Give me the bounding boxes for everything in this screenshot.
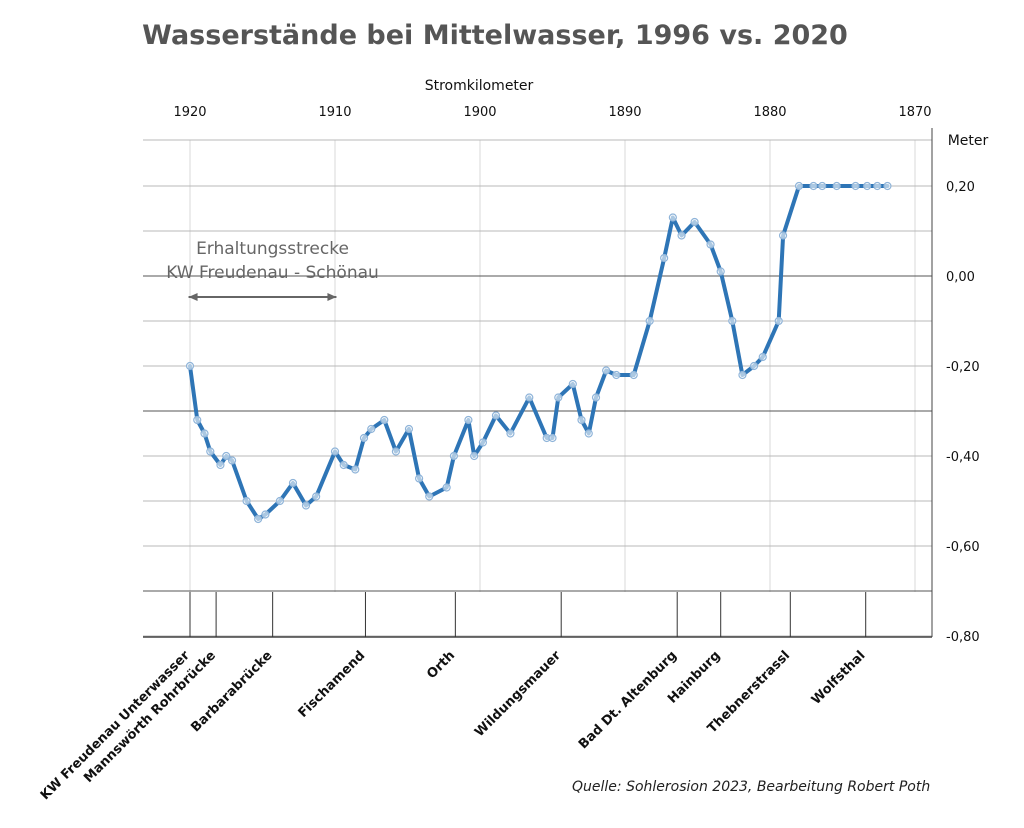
- data-point: [339, 460, 348, 470]
- data-point: [193, 415, 202, 425]
- data-point: [706, 240, 715, 249]
- data-point: [391, 447, 400, 456]
- data-point: [716, 267, 725, 276]
- y-tick-label: 0,00: [946, 270, 975, 285]
- data-point: [525, 393, 534, 402]
- data-point: [738, 370, 747, 380]
- y-tick-label: 0,20: [946, 180, 975, 195]
- data-point: [728, 316, 737, 326]
- data-point: [330, 447, 340, 456]
- y-tick-label: -0,20: [946, 360, 980, 375]
- chart-title: Wasserstände bei Mittelwasser, 1996 vs. …: [142, 20, 848, 51]
- data-point: [506, 429, 515, 438]
- data-point: [470, 451, 479, 461]
- data-point: [749, 361, 759, 371]
- data-point: [404, 424, 414, 434]
- y-tick-label: -0,60: [946, 540, 980, 555]
- data-point: [478, 438, 487, 447]
- location-label: Fischamend: [296, 648, 369, 721]
- data-point: [491, 411, 501, 420]
- annotation-arrowhead-left: [188, 293, 198, 301]
- data-point: [200, 429, 209, 438]
- data-point: [577, 415, 586, 425]
- x-tick-label: 1920: [173, 105, 206, 120]
- data-point: [809, 181, 818, 191]
- data-point: [851, 181, 860, 191]
- x-tick-label: 1870: [898, 105, 931, 120]
- data-point: [222, 451, 231, 461]
- data-point: [425, 492, 434, 501]
- source-note: Quelle: Sohlerosion 2023, Bearbeitung Ro…: [572, 779, 931, 795]
- x-axis-label: Stromkilometer: [425, 78, 534, 94]
- data-point: [660, 253, 669, 263]
- data-point: [591, 393, 601, 402]
- data-point: [863, 181, 872, 191]
- data-point: [774, 316, 783, 326]
- data-point: [288, 478, 298, 488]
- grid: [143, 128, 933, 638]
- x-tick-label: 1890: [608, 105, 641, 120]
- data-point: [758, 352, 767, 362]
- data-point: [415, 474, 424, 483]
- data-point: [351, 465, 360, 474]
- data-point: [677, 231, 686, 240]
- data-point: [275, 496, 284, 506]
- location-label: KW Freudenau Unterwasser: [38, 648, 193, 803]
- data-point: [380, 415, 389, 425]
- location-label: Bad Dt. Altenburg: [576, 648, 680, 752]
- data-point: [883, 181, 892, 191]
- data-point: [206, 447, 215, 456]
- y-tick-label: -0,40: [946, 450, 980, 465]
- data-point: [778, 231, 788, 240]
- data-point: [584, 429, 593, 438]
- data-point: [645, 316, 654, 326]
- x-tick-labels: 1920 1910 1900 1890 1880 1870: [173, 105, 931, 120]
- data-point: [690, 217, 699, 227]
- data-point: [216, 460, 225, 470]
- data-point: [602, 366, 611, 375]
- x-tick-label: 1900: [463, 105, 496, 120]
- annotation: Erhaltungsstrecke KW Freudenau - Schönau: [166, 239, 379, 301]
- location-label: Orth: [424, 648, 458, 682]
- data-point: [832, 181, 841, 191]
- location-label: Wolfsthal: [809, 648, 869, 708]
- annotation-arrowhead-right: [327, 293, 337, 301]
- data-point: [359, 433, 369, 443]
- annotation-line-1: Erhaltungsstrecke: [196, 239, 349, 259]
- y-tick-label: -0,80: [946, 630, 980, 645]
- data-point: [668, 213, 677, 222]
- data-point: [227, 456, 237, 465]
- data-point: [612, 370, 621, 380]
- x-tick-label: 1910: [318, 105, 351, 120]
- y-tick-labels: 0,20 0,00 -0,20 -0,40 -0,60 -0,80: [946, 180, 980, 645]
- y-axis-label: Meter: [948, 133, 989, 149]
- data-point: [873, 181, 882, 191]
- data-point: [301, 501, 311, 510]
- data-point: [464, 415, 473, 425]
- location-label: Wildungsmauer: [472, 648, 564, 740]
- series-layer: [185, 181, 892, 524]
- data-point: [185, 361, 195, 371]
- x-tick-label: 1880: [753, 105, 786, 120]
- data-point: [568, 379, 577, 389]
- data-point: [367, 424, 376, 434]
- data-point: [442, 483, 451, 492]
- data-point: [794, 181, 804, 191]
- annotation-line-2: KW Freudenau - Schönau: [166, 263, 379, 283]
- data-point: [312, 492, 321, 501]
- data-point: [254, 514, 263, 524]
- data-point: [449, 451, 458, 461]
- data-point: [261, 510, 270, 519]
- data-point: [548, 433, 557, 443]
- data-point: [554, 393, 563, 402]
- data-point: [629, 370, 638, 380]
- data-point: [242, 496, 251, 506]
- data-point: [818, 181, 827, 191]
